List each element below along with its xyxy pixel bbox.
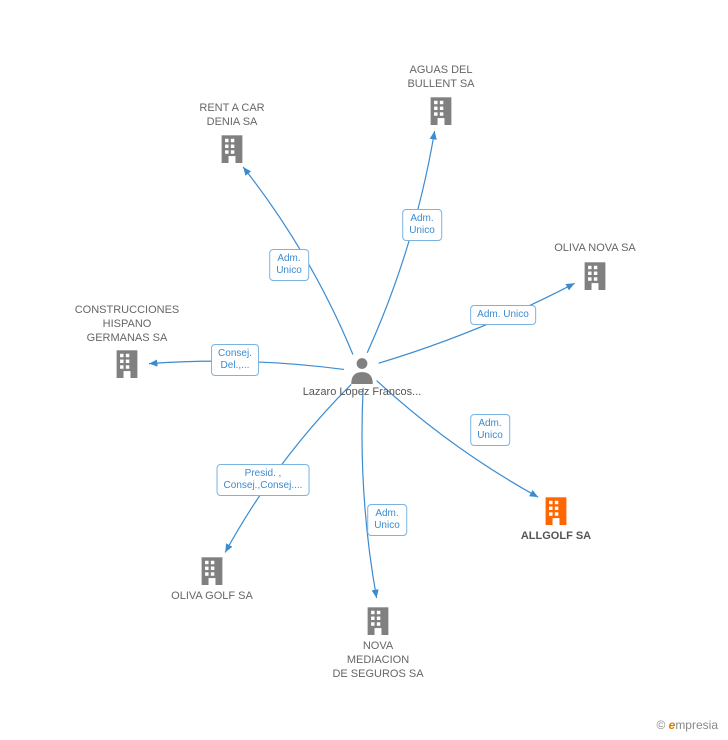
building-icon[interactable] <box>427 95 455 125</box>
edge-label: Adm. Unico <box>367 504 407 536</box>
building-icon[interactable] <box>113 348 141 378</box>
node-label: OLIVA GOLF SA <box>171 590 253 604</box>
node-label: NOVA MEDIACION DE SEGUROS SA <box>332 640 423 681</box>
building-icon[interactable] <box>198 555 226 585</box>
node-label: ALLGOLF SA <box>521 530 591 544</box>
node-label: RENT A CAR DENIA SA <box>199 102 264 130</box>
brand-rest: mpresia <box>675 718 718 732</box>
building-icon[interactable] <box>542 495 570 525</box>
building-icon[interactable] <box>581 260 609 290</box>
node-label: CONSTRUCCIONES HISPANO GERMANAS SA <box>75 304 180 345</box>
edge-line <box>362 388 377 598</box>
edge-label: Adm. Unico <box>269 249 309 281</box>
attribution: © empresia <box>656 718 718 732</box>
edge-label: Presid. , Consej.,Consej.... <box>217 464 310 496</box>
copyright-symbol: © <box>656 718 665 732</box>
edge-label: Adm. Unico <box>470 414 510 446</box>
node-label: OLIVA NOVA SA <box>554 242 636 256</box>
edge-line <box>367 131 434 353</box>
node-label: AGUAS DEL BULLENT SA <box>407 64 474 92</box>
building-icon[interactable] <box>218 133 246 163</box>
edge-label: Consej. Del.,... <box>211 344 259 376</box>
edge-label: Adm. Unico <box>470 305 536 325</box>
building-icon[interactable] <box>364 605 392 635</box>
edge-label: Adm. Unico <box>402 209 442 241</box>
center-node-label: Lazaro Lopez Francos... <box>303 386 422 400</box>
person-icon <box>349 356 375 384</box>
